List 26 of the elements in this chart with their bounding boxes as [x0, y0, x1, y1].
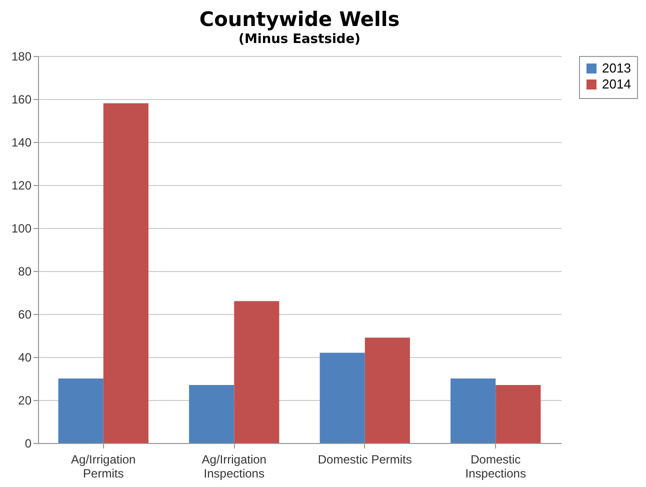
- chart-subtitle: (Minus Eastside): [238, 32, 360, 47]
- y-tick-label: 100: [11, 222, 32, 236]
- bar: [189, 384, 234, 443]
- y-tick-label: 120: [11, 178, 32, 192]
- y-tick-label: 180: [11, 50, 32, 64]
- x-tick-label: Ag/Irrigation Inspections: [202, 452, 266, 480]
- bar: [496, 384, 541, 443]
- x-tick-label: Domestic Inspections: [465, 452, 526, 480]
- y-tick-label: 0: [24, 436, 32, 450]
- bar: [103, 103, 148, 443]
- bar: [58, 378, 104, 443]
- x-tick-label: Ag/Irrigation Permits: [71, 452, 136, 480]
- y-tick-label: 80: [18, 264, 32, 278]
- bar: [364, 338, 410, 443]
- y-tick-label: 40: [18, 350, 32, 364]
- bar: [234, 301, 280, 443]
- y-tick-label: 60: [18, 308, 32, 322]
- bar: [450, 378, 496, 443]
- y-tick-label: 20: [18, 394, 32, 408]
- x-tick-label: Domestic Permits: [318, 452, 412, 466]
- y-tick-label: 160: [11, 92, 32, 106]
- y-tick-label: 140: [11, 136, 32, 150]
- legend-label: 2014: [602, 76, 631, 92]
- chart-title: Countywide Wells: [199, 7, 400, 31]
- bar: [320, 352, 365, 443]
- legend-label: 2013: [602, 60, 631, 76]
